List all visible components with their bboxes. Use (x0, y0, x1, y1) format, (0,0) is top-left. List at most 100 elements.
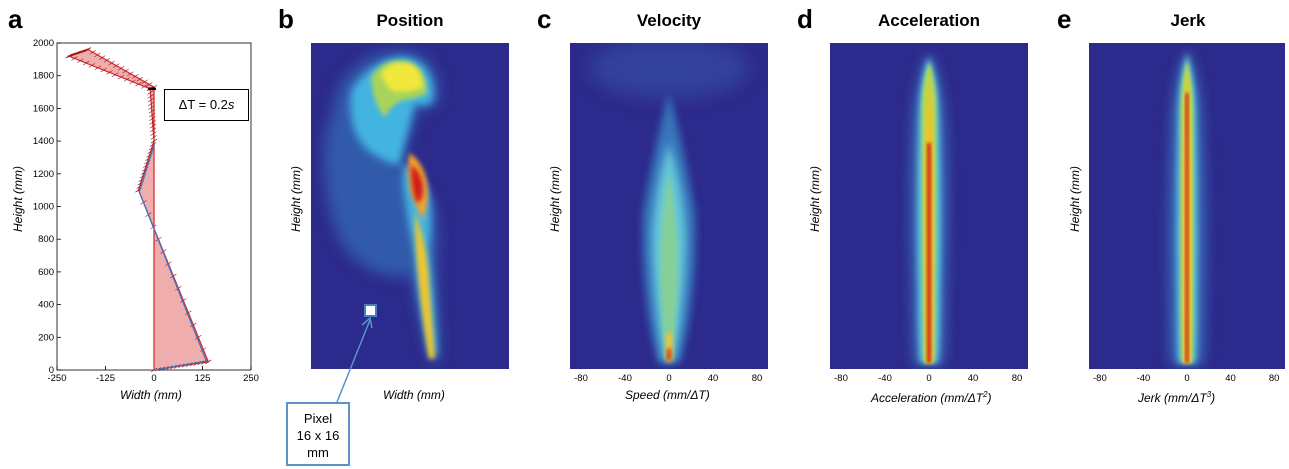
panel-c-title: Velocity (636, 11, 702, 30)
panel-a-x-tick-label: 125 (195, 373, 211, 384)
panel-a-hatch-line (190, 322, 197, 328)
acceleration-heatmap (830, 43, 1028, 369)
panel-a-hatch-line (94, 65, 101, 71)
panel-e-title: Jerk (1170, 11, 1206, 30)
panel-a-hatch-line (66, 53, 74, 58)
panel-d-y-axis-label: Height (mm) (808, 165, 822, 232)
panel-a-hatch-line (150, 127, 157, 133)
panel-a-hatch-line (72, 51, 79, 56)
panel-a-hatch-line (150, 135, 157, 140)
delta-t-annotation: ΔT = 0.2s (164, 89, 249, 121)
position-heatmap (311, 43, 509, 369)
panel-a-y-tick-label: 600 (38, 267, 54, 278)
panel-a-hatch-line (150, 131, 157, 136)
panel-e-x-label-end: ) (1211, 391, 1216, 405)
panel-e-x-axis-label: Jerk (mm/ΔT3) (1138, 388, 1215, 405)
panel-e-x-tick-label: -40 (1136, 373, 1151, 384)
panel-a-hatch-line (76, 50, 83, 55)
panel-d-x-tick-label: 40 (967, 373, 979, 384)
pixel-callout-line2: 16 x 16 (296, 428, 340, 443)
panel-a-hatch-line (123, 77, 131, 82)
panel-a-hatch-line (77, 58, 84, 64)
panel-a-x-tick-label: -250 (47, 373, 66, 384)
panel-a-hatch-line (106, 70, 113, 75)
panel-a-hatch-line (113, 63, 120, 68)
panel-a-y-tick-label: 200 (38, 332, 54, 343)
panel-d-x-axis-label: Acceleration (mm/ΔT2) (871, 388, 992, 405)
panel-a-x-axis-label: Width (mm) (120, 388, 182, 402)
panel-a-hatch-line (117, 66, 125, 71)
panel-a-hatch-line (88, 63, 96, 68)
panel-a-hatch-line (149, 123, 157, 129)
panel-a-hatch-line (99, 55, 106, 60)
panel-a-hatch-line (147, 94, 154, 99)
panel-letter-d: d (797, 4, 813, 34)
velocity-heatmap (570, 43, 768, 369)
panel-e-x-tick-label: -80 (1093, 373, 1107, 384)
panel-e-x-label-sup: 3 (1206, 390, 1212, 399)
panel-a-hatch-line (147, 97, 155, 103)
panel-c-y-axis-label: Height (mm) (548, 165, 562, 232)
panel-d-x-tick-label: 0 (926, 373, 932, 384)
panel-b-title: Position (376, 11, 444, 30)
panel-a-series-blue (138, 142, 208, 371)
delta-t-unit: s (227, 97, 235, 112)
panel-e-x-tick-label: 40 (1225, 373, 1236, 384)
panel-e-y-axis-label: Height (mm) (1068, 165, 1082, 232)
pixel-callout-line3: mm (307, 445, 329, 460)
panel-a-hatch-line (146, 82, 153, 87)
panel-a-y-tick-label: 0 (49, 365, 54, 376)
pixel-callout-line1: Pixel (303, 411, 333, 426)
panel-a-hatch-line (77, 49, 85, 55)
panel-a-hatch-line (149, 120, 156, 125)
panel-a-hatch-line (80, 48, 88, 54)
panel-a-hatch-line (141, 79, 148, 85)
pixel-callout-arrow (334, 316, 373, 408)
panel-a-hatch-line (75, 50, 82, 56)
panel-a-hatch-line (112, 72, 119, 78)
panel-a-hatch-line (73, 51, 81, 56)
panel-a-hatch-line (127, 71, 134, 76)
panel-d-title: Acceleration (877, 11, 981, 30)
panel-a-x-tick-label: 250 (243, 373, 259, 384)
panel-a-hatch-line (103, 58, 111, 63)
panel-a-y-tick-label: 1400 (33, 136, 54, 147)
panel-b-y-axis-label: Height (mm) (289, 165, 303, 232)
panel-a-y-tick-label: 2000 (33, 38, 54, 49)
panel-a-hatch-line (122, 68, 129, 74)
panel-a-hatch-line (147, 90, 154, 95)
panel-a-hatch-line (150, 138, 158, 144)
panel-a-hatch-line (200, 347, 207, 352)
panel-d-x-label-main: Acceleration (mm/ΔT (871, 391, 984, 405)
jerk-heatmap (1089, 43, 1285, 369)
panel-a-hatch-line (83, 47, 90, 53)
panel-a-x-tick-label: 0 (151, 373, 156, 384)
panel-a-y-tick-label: 1000 (33, 202, 54, 213)
panel-a-hatch-line (84, 47, 92, 52)
panel-a-hatch-line (108, 60, 115, 66)
panel-d-x-label-end: ) (987, 391, 992, 405)
panel-a-x-tick-label: -125 (96, 373, 115, 384)
panel-letter-a: a (8, 4, 23, 34)
panel-e-x-label-main: Jerk (mm/ΔT (1138, 391, 1207, 405)
panel-c-x-tick-label: 0 (666, 373, 672, 384)
panel-a-hatch-line (68, 52, 75, 58)
panel-a-hatch-line (129, 79, 136, 85)
panel-a-hatch-line (148, 112, 156, 118)
panel-letter-c: c (537, 4, 552, 34)
panel-a-hatch-line (136, 76, 144, 82)
panel-c-x-tick-label: -80 (574, 373, 588, 384)
panel-a-hatch-line (170, 273, 177, 279)
pixel-callout-box: Pixel 16 x 16 mm (286, 402, 350, 466)
panel-a-y-tick-label: 1800 (33, 71, 54, 82)
panel-a-hatch-line (180, 298, 187, 303)
panel-a-hatch-line (79, 49, 86, 54)
panel-a-hatch-line (148, 108, 155, 114)
panel-e-x-tick-label: 80 (1268, 373, 1280, 384)
panel-a-line-chart: -250 -125 0 125 250 0 200 400 600 800 1000 1200 1400… (33, 38, 259, 384)
panel-a-hatch-line (71, 56, 78, 61)
panel-a-hatch-line (185, 310, 192, 316)
panel-a-hatch-line (148, 101, 155, 106)
panel-c-x-axis-label: Speed (mm/ΔT) (625, 388, 710, 402)
panel-d-x-tick-label: 80 (1011, 373, 1023, 384)
